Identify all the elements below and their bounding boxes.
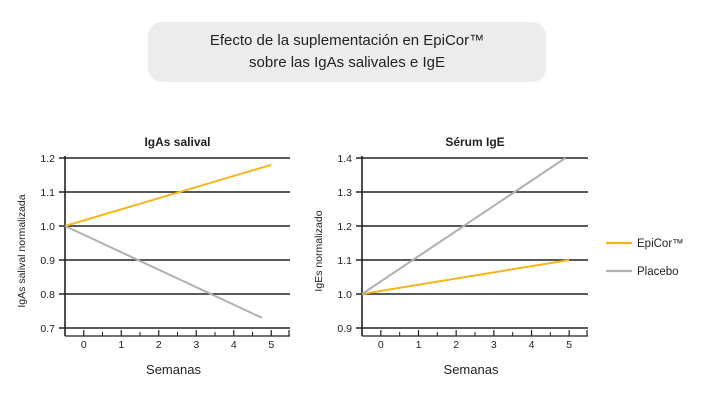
y-tick-label-1-4: 1.3 bbox=[337, 187, 352, 199]
legend-label-1: Placebo bbox=[637, 266, 679, 278]
y-tick-label-1-3: 1.2 bbox=[337, 221, 352, 233]
x-tick-label-0-1: 1 bbox=[118, 339, 124, 351]
series-line-1-placebo bbox=[361, 157, 566, 295]
x-tick-label-0-5: 5 bbox=[268, 339, 274, 351]
y-tick-label-0-2: 0.9 bbox=[40, 255, 55, 267]
x-axis-label-1: Semanas bbox=[444, 362, 499, 377]
series-line-0-epicor bbox=[64, 163, 272, 227]
y-tick-label-0-0: 0.7 bbox=[40, 323, 55, 335]
y-tick-label-0-3: 1.0 bbox=[40, 221, 55, 233]
x-tick-label-1-0: 0 bbox=[378, 339, 384, 351]
chart-title-1: Sérum IgE bbox=[445, 135, 504, 149]
x-tick-label-0-2: 2 bbox=[156, 339, 162, 351]
y-tick-label-1-0: 0.9 bbox=[337, 323, 352, 335]
x-axis-label-0: Semanas bbox=[146, 362, 201, 377]
chart-title-0: IgAs salival bbox=[144, 135, 210, 149]
y-tick-label-0-5: 1.2 bbox=[40, 153, 55, 165]
y-axis-label-0: IgAs salival normalizada bbox=[16, 194, 28, 307]
x-tick-label-0-3: 3 bbox=[193, 339, 199, 351]
x-tick-label-0-0: 0 bbox=[81, 339, 87, 351]
series-line-0-placebo bbox=[64, 225, 263, 319]
title-box: Efecto de la suplementación en EpiCor™ s… bbox=[148, 22, 546, 82]
title-line-1: Efecto de la suplementación en EpiCor™ bbox=[209, 32, 485, 49]
series-line-1-epicor bbox=[361, 259, 570, 295]
y-tick-label-1-5: 1.4 bbox=[337, 153, 352, 165]
x-tick-label-1-5: 5 bbox=[566, 339, 572, 351]
legend-label-0: EpiCor™ bbox=[637, 238, 684, 250]
x-tick-label-1-3: 3 bbox=[491, 339, 497, 351]
title-line-2: sobre las IgAs salivales e IgE bbox=[249, 54, 445, 71]
y-axis-label-1: IgEs normalizado bbox=[313, 210, 325, 291]
x-tick-label-0-4: 4 bbox=[231, 339, 237, 351]
y-tick-label-0-4: 1.1 bbox=[40, 187, 55, 199]
y-tick-label-0-1: 0.8 bbox=[40, 289, 55, 301]
y-tick-label-1-2: 1.1 bbox=[337, 255, 352, 267]
x-tick-label-1-1: 1 bbox=[416, 339, 422, 351]
x-tick-label-1-4: 4 bbox=[529, 339, 535, 351]
x-tick-label-1-2: 2 bbox=[453, 339, 459, 351]
y-tick-label-1-1: 1.0 bbox=[337, 289, 352, 301]
